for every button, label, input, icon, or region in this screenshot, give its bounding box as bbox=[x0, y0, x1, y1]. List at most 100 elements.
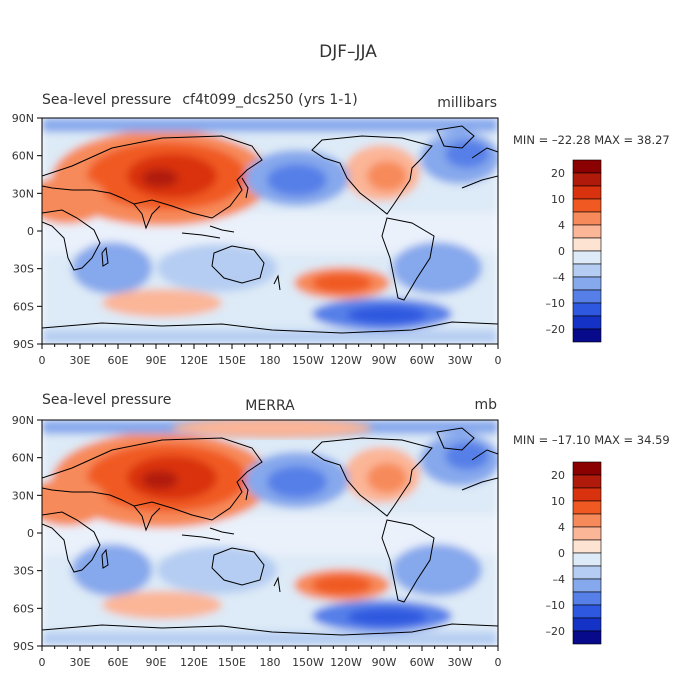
lon-tick-label: 150E bbox=[218, 656, 246, 669]
lon-tick-label: 120E bbox=[180, 354, 208, 367]
colorbar-swatch bbox=[572, 185, 602, 200]
lat-axis: 90N 60N 30N 0 30S 60S 90S bbox=[12, 112, 42, 351]
colorbar-label: 20 bbox=[551, 167, 565, 180]
colorbar-swatch bbox=[572, 211, 602, 226]
colorbar-swatch bbox=[572, 591, 602, 606]
lon-tick-label: 30E bbox=[70, 354, 91, 367]
lat-tick-label: 60S bbox=[13, 300, 34, 313]
colorbar-swatch bbox=[572, 474, 602, 489]
lat-tick-label: 90N bbox=[12, 414, 34, 427]
lon-axis: 0 30E 60E 90E 120E 150E 180 150W 120W 90W 60W 30W 0 bbox=[39, 646, 502, 669]
lon-tick-label: 0 bbox=[39, 354, 46, 367]
colorbar-swatch bbox=[572, 328, 602, 343]
lat-tick-label: 30N bbox=[12, 187, 34, 200]
colorbar-swatch bbox=[572, 604, 602, 619]
colorbar-label: –4 bbox=[553, 573, 566, 586]
lon-tick-label: 90E bbox=[146, 656, 167, 669]
lon-tick-label: 30E bbox=[70, 656, 91, 669]
panel-left-title: Sea-level pressure bbox=[42, 92, 171, 108]
colorbar-swatch bbox=[572, 487, 602, 502]
lon-tick-label: 120W bbox=[330, 656, 362, 669]
lat-tick-label: 60N bbox=[12, 150, 34, 163]
panel-center-title: cf4t099_dcs250 (yrs 1-1) bbox=[182, 92, 357, 108]
lat-tick-label: 90S bbox=[13, 338, 34, 351]
colorbar-swatch bbox=[572, 578, 602, 593]
colorbar-swatch bbox=[572, 159, 602, 174]
map-field bbox=[42, 420, 498, 646]
colorbar-swatch bbox=[572, 552, 602, 567]
colorbar-swatch bbox=[572, 526, 602, 541]
colorbar-swatch bbox=[572, 263, 602, 278]
panel-units: millibars bbox=[437, 95, 497, 111]
min-max-stats: MIN = –22.28 MAX = 38.27 bbox=[513, 133, 670, 147]
colorbar-swatch bbox=[572, 237, 602, 252]
lat-tick-label: 90S bbox=[13, 640, 34, 653]
colorbar-swatch bbox=[572, 617, 602, 632]
panel-center-title: MERRA bbox=[245, 398, 295, 414]
map-field bbox=[42, 118, 498, 344]
colorbar: 20 10 4 0 –4 –10 –20 bbox=[546, 461, 602, 645]
lat-axis: 90N 60N 30N 0 30S 60S 90S bbox=[12, 414, 42, 653]
lon-tick-label: 90W bbox=[372, 656, 397, 669]
colorbar-label: 4 bbox=[558, 521, 565, 534]
lon-tick-label: 90E bbox=[146, 354, 167, 367]
lon-axis: 0 30E 60E 90E 120E 150E 180 150W 120W 90W 60W 30W 0 bbox=[39, 344, 502, 367]
colorbar-swatch bbox=[572, 315, 602, 330]
lon-tick-label: 150E bbox=[218, 354, 246, 367]
lat-tick-label: 30S bbox=[13, 565, 34, 578]
colorbar-label: –10 bbox=[546, 297, 566, 310]
colorbar-label: –4 bbox=[553, 271, 566, 284]
colorbar-label: –10 bbox=[546, 599, 566, 612]
colorbar-swatch bbox=[572, 565, 602, 580]
colorbar-label: 0 bbox=[558, 547, 565, 560]
lon-tick-label: 30W bbox=[448, 354, 473, 367]
lat-tick-label: 30S bbox=[13, 263, 34, 276]
lat-tick-label: 0 bbox=[27, 527, 34, 540]
lon-tick-label: 60E bbox=[108, 656, 129, 669]
colorbar-swatch bbox=[572, 630, 602, 645]
panel-left-title: Sea-level pressure bbox=[42, 392, 171, 408]
colorbar-swatch bbox=[572, 500, 602, 515]
figure-title: DJF–JJA bbox=[319, 42, 377, 62]
colorbar-label: 10 bbox=[551, 495, 565, 508]
lon-tick-label: 0 bbox=[495, 354, 502, 367]
lon-tick-label: 60E bbox=[108, 354, 129, 367]
lon-tick-label: 150W bbox=[292, 656, 324, 669]
panel-merra: Sea-level pressure MERRA mb 0 30E 60E 90E 12… bbox=[12, 392, 670, 669]
lon-tick-label: 60W bbox=[410, 656, 435, 669]
colorbar-label: 10 bbox=[551, 193, 565, 206]
panel-units: mb bbox=[474, 397, 497, 413]
colorbar-label: 0 bbox=[558, 245, 565, 258]
colorbar-label: –20 bbox=[546, 323, 566, 336]
lon-tick-label: 180 bbox=[260, 656, 281, 669]
lon-tick-label: 30W bbox=[448, 656, 473, 669]
colorbar-label: 20 bbox=[551, 469, 565, 482]
colorbar: 20 10 4 0 –4 –10 –20 bbox=[546, 159, 602, 343]
lon-tick-label: 150W bbox=[292, 354, 324, 367]
colorbar-label: 4 bbox=[558, 219, 565, 232]
colorbar-swatch bbox=[572, 539, 602, 554]
colorbar-label: –20 bbox=[546, 625, 566, 638]
colorbar-swatch bbox=[572, 224, 602, 239]
lat-tick-label: 60N bbox=[12, 452, 34, 465]
colorbar-swatch bbox=[572, 250, 602, 265]
lon-tick-label: 120W bbox=[330, 354, 362, 367]
colorbar-swatch bbox=[572, 302, 602, 317]
colorbar-swatch bbox=[572, 289, 602, 304]
lat-tick-label: 90N bbox=[12, 112, 34, 125]
lon-tick-label: 60W bbox=[410, 354, 435, 367]
lat-tick-label: 30N bbox=[12, 489, 34, 502]
panel-model: Sea-level pressure cf4t099_dcs250 (yrs 1… bbox=[12, 92, 670, 367]
lon-tick-label: 120E bbox=[180, 656, 208, 669]
min-max-stats: MIN = –17.10 MAX = 34.59 bbox=[513, 433, 670, 447]
lat-tick-label: 60S bbox=[13, 602, 34, 615]
colorbar-swatch bbox=[572, 172, 602, 187]
lon-tick-label: 180 bbox=[260, 354, 281, 367]
lon-tick-label: 90W bbox=[372, 354, 397, 367]
lon-tick-label: 0 bbox=[39, 656, 46, 669]
colorbar-swatch bbox=[572, 513, 602, 528]
lat-tick-label: 0 bbox=[27, 225, 34, 238]
colorbar-swatch bbox=[572, 198, 602, 213]
lon-tick-label: 0 bbox=[495, 656, 502, 669]
